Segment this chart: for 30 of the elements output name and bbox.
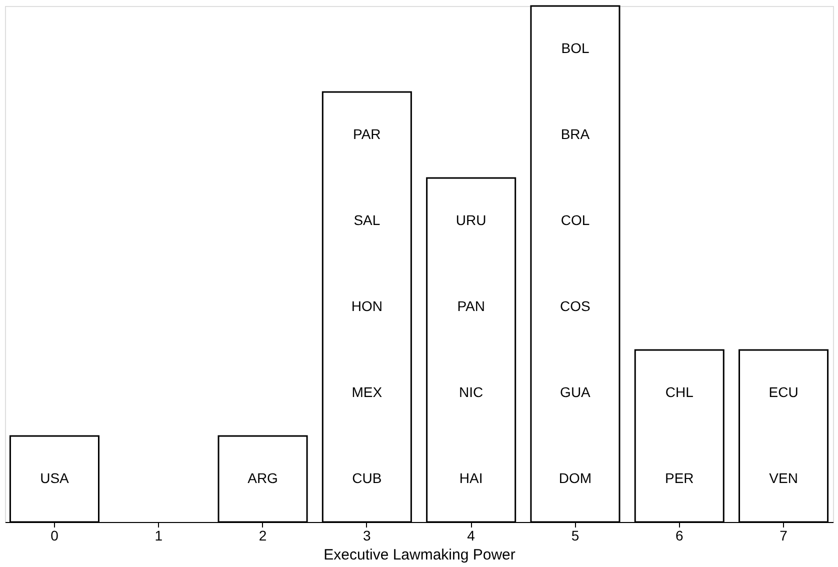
- annotation: HAI: [459, 470, 483, 486]
- annotation: VEN: [769, 470, 798, 486]
- annotation: MEX: [352, 384, 383, 400]
- annotation: DOM: [558, 470, 592, 486]
- annotation: SAL: [354, 212, 380, 228]
- x-axis-title: Executive Lawmaking Power: [324, 546, 516, 564]
- annotation: ARG: [248, 470, 278, 486]
- x-tick-label: 4: [467, 528, 476, 544]
- x-tick-label: 3: [363, 528, 372, 544]
- annotation: GUA: [560, 384, 592, 400]
- annotation: PAN: [457, 298, 485, 314]
- annotation: PAR: [353, 126, 381, 142]
- annotation: PER: [664, 470, 694, 486]
- annotation: HON: [351, 298, 382, 314]
- annotation: COS: [560, 298, 590, 314]
- annotation: ECU: [768, 384, 798, 400]
- annotation: BOL: [561, 40, 590, 56]
- annotation: COL: [560, 212, 590, 228]
- annotation: CHL: [665, 384, 694, 400]
- annotation: BRA: [560, 126, 590, 142]
- x-tick-label: 7: [780, 528, 788, 544]
- annotation: NIC: [459, 384, 484, 400]
- x-tick-label: 0: [50, 528, 59, 544]
- x-tick-label: 6: [675, 528, 684, 544]
- annotation: URU: [456, 212, 486, 228]
- x-tick-label: 1: [154, 528, 163, 544]
- annotation: USA: [40, 470, 70, 486]
- annotation: CUB: [352, 470, 382, 486]
- x-tick-label: 2: [258, 528, 267, 544]
- x-tick-label: 5: [571, 528, 580, 544]
